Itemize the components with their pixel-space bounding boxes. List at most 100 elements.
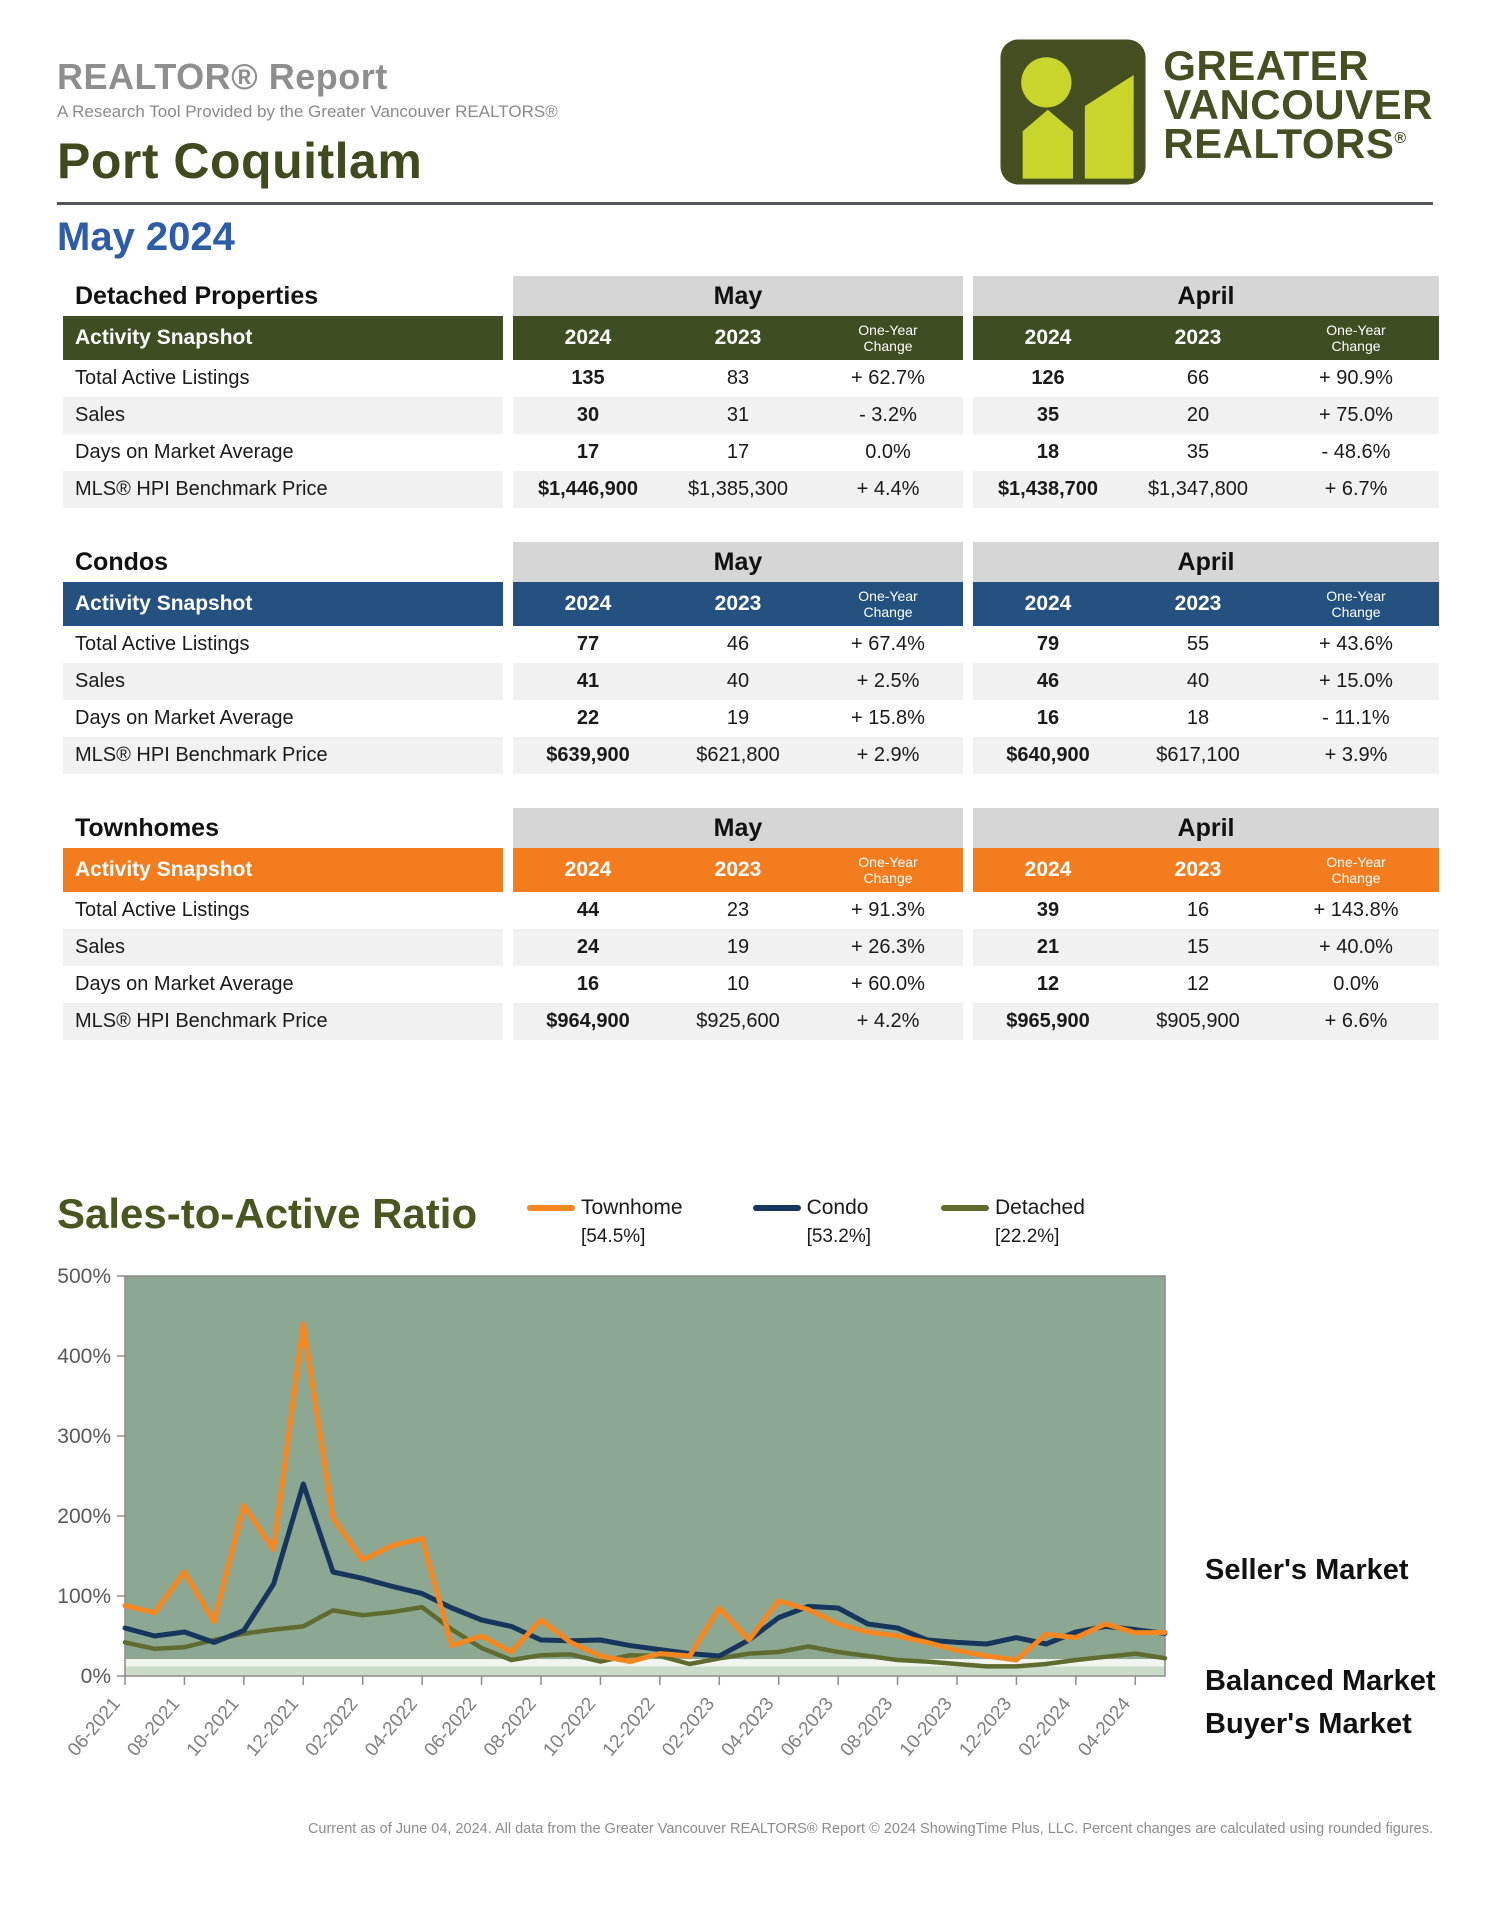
chart-legend: Townhome [54.5%] Condo [53.2%] Detached [22.2…: [527, 1196, 1085, 1248]
value-group-april: $1,438,700 $1,347,800 + 6.7%: [973, 471, 1439, 508]
x-tick-label: 06-2021: [64, 1694, 125, 1761]
value-group-april: $965,900 $905,900 + 6.6%: [973, 1003, 1439, 1040]
plot-frame: [124, 1275, 1166, 1677]
logo-line-1: GREATER: [1163, 42, 1369, 89]
value-may-change: + 62.7%: [851, 367, 925, 389]
value-may-2024: 16: [576, 973, 600, 995]
footer-note: Current as of June 04, 2024. All data fr…: [307, 1821, 1433, 1837]
value-may-change: + 15.8%: [851, 707, 925, 729]
property-table-townhomes: Townhomes May April Activity Snapshot 2024 20…: [63, 808, 1439, 1040]
column-gutter: [503, 582, 513, 626]
value-april-2024: $1,438,700: [973, 471, 1123, 508]
value-april-change: + 43.6%: [1319, 633, 1393, 655]
column-gutter: [503, 737, 513, 774]
col-header-april-2023: 2023: [1174, 326, 1222, 349]
value-april-change: + 6.6%: [1273, 1003, 1439, 1040]
value-april-2024: 46: [973, 663, 1123, 700]
col-header-may-2023: 2023: [714, 326, 762, 349]
table-row: Total Active Listings 44 23 + 91.3% 39 16 + 14…: [63, 892, 1439, 929]
x-tick-label: 12-2022: [599, 1694, 660, 1761]
value-may-2023: 19: [663, 929, 813, 966]
value-may-2023: $925,600: [663, 1003, 813, 1040]
value-may-change: + 60.0%: [851, 973, 925, 995]
header-titles: REALTOR® Report A Research Tool Provided…: [57, 34, 558, 190]
value-may-2024: $1,446,900: [513, 471, 663, 508]
value-group-april: 16 18 - 11.1%: [973, 700, 1439, 737]
column-gutter: [963, 892, 973, 929]
value-group-april: 46 40 + 15.0%: [973, 663, 1439, 700]
column-gutter: [963, 663, 973, 700]
row-label: Days on Market Average: [75, 707, 294, 729]
column-gutter: [963, 1003, 973, 1040]
value-group-april: 79 55 + 43.6%: [973, 626, 1439, 663]
legend-item-townhome: Townhome [54.5%]: [527, 1196, 683, 1248]
logo-line-2: VANCOUVER: [1163, 81, 1433, 129]
row-label: Sales: [63, 663, 503, 700]
gvr-logo-text: GREATER VANCOUVER REALTORS®: [1163, 42, 1433, 164]
column-gutter: [963, 966, 973, 1003]
period-header-april: April: [973, 276, 1439, 316]
buyers-market-label: Buyer's Market: [1205, 1708, 1412, 1740]
activity-snapshot-row: Activity Snapshot 2024 2023 One-Year Change…: [63, 316, 1439, 360]
legend-swatch-row: Detached: [941, 1196, 1085, 1220]
value-april-2023: 66: [1186, 367, 1210, 389]
table-row: MLS® HPI Benchmark Price $639,900 $621,800…: [63, 737, 1439, 774]
value-april-2024: 16: [1036, 707, 1060, 729]
column-gutter: [963, 276, 973, 316]
y-tick-label: 200%: [57, 1505, 111, 1528]
value-may-2023: 19: [726, 707, 750, 729]
gvr-logo: GREATER VANCOUVER REALTORS®: [999, 38, 1433, 186]
value-may-2023: $621,800: [663, 737, 813, 774]
value-april-2023: 15: [1123, 929, 1273, 966]
column-gutter: [963, 700, 973, 737]
col-header-may-2024: 2024: [564, 858, 612, 881]
x-tick-label: 10-2023: [896, 1694, 957, 1761]
value-april-2024: 35: [973, 397, 1123, 434]
value-april-change: + 15.0%: [1273, 663, 1439, 700]
legend-item-condo: Condo [53.2%]: [752, 1196, 871, 1248]
value-may-2023: 46: [726, 633, 750, 655]
period-header-april: April: [973, 542, 1439, 582]
value-april-change: + 3.9%: [1273, 737, 1439, 774]
value-may-change: 0.0%: [865, 441, 911, 463]
legend-swatch-row: Condo: [752, 1196, 871, 1220]
period-header-may: May: [513, 542, 963, 582]
col-header-april-2024: 2024: [1024, 592, 1072, 615]
table-row: MLS® HPI Benchmark Price $1,446,900 $1,385…: [63, 471, 1439, 508]
y-tick-label: 500%: [57, 1265, 111, 1288]
legend-label: Condo: [806, 1196, 869, 1219]
snapshot-cols-april: 2024 2023 One-Year Change: [973, 316, 1439, 360]
value-may-change: + 2.9%: [813, 737, 963, 774]
header-divider: [57, 202, 1433, 205]
sellers-market-label: Seller's Market: [1205, 1554, 1409, 1586]
registered-mark: ®: [1394, 130, 1407, 148]
value-april-2023: 35: [1186, 441, 1210, 463]
snapshot-cols-may: 2024 2023 One-Year Change: [513, 582, 963, 626]
townhome-line-swatch: [527, 1205, 575, 1211]
column-gutter: [963, 471, 973, 508]
snapshot-cols-may: 2024 2023 One-Year Change: [513, 848, 963, 892]
value-group-may: 16 10 + 60.0%: [513, 966, 963, 1003]
column-gutter: [503, 700, 513, 737]
value-april-2024: 39: [1036, 899, 1060, 921]
col-header-may-2023: 2023: [714, 592, 762, 615]
row-label: MLS® HPI Benchmark Price: [63, 1003, 503, 1040]
column-gutter: [963, 626, 973, 663]
x-tick-label: 02-2022: [302, 1694, 363, 1761]
col-header-may-change: One-Year Change: [858, 587, 918, 620]
column-gutter: [963, 848, 973, 892]
value-april-2023: 40: [1123, 663, 1273, 700]
column-gutter: [503, 848, 513, 892]
chart-section: Sales-to-Active Ratio Townhome [54.5%] Con…: [57, 1190, 1436, 1807]
value-april-2023: $1,347,800: [1123, 471, 1273, 508]
column-gutter: [963, 929, 973, 966]
balanced-market-label: Balanced Market: [1205, 1665, 1436, 1697]
chart-area: 0% 100% 200% 300% 400% 500% 06-2021 08-2021 10-2…: [57, 1262, 1435, 1807]
townhome-line: [122, 1321, 1168, 1665]
legend-label: Detached: [995, 1196, 1085, 1219]
legend-current-value: [22.2%]: [995, 1226, 1060, 1247]
value-group-may: 77 46 + 67.4%: [513, 626, 963, 663]
value-may-change: - 3.2%: [813, 397, 963, 434]
value-group-may: 22 19 + 15.8%: [513, 700, 963, 737]
